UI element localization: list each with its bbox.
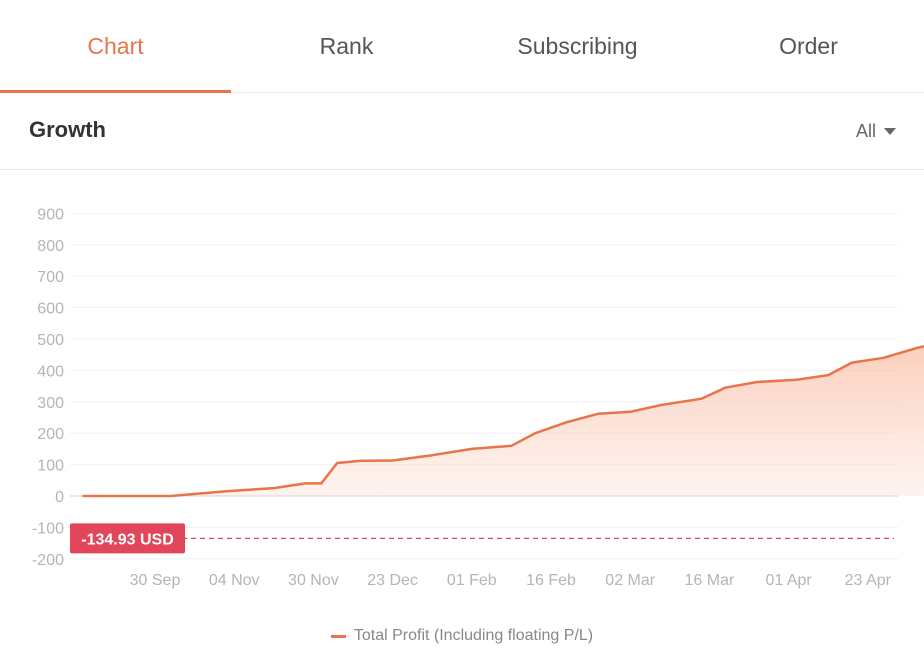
x-tick-label: 16 Feb xyxy=(526,572,576,589)
y-tick-label: -100 xyxy=(32,520,64,537)
x-tick-label: 16 Mar xyxy=(685,572,735,589)
series-area xyxy=(83,346,924,496)
x-tick-label: 23 Apr xyxy=(845,572,892,589)
y-tick-label: 100 xyxy=(37,458,64,475)
y-tick-label: -200 xyxy=(32,552,64,569)
tab-rank[interactable]: Rank xyxy=(319,32,374,59)
x-tick-label: 30 Sep xyxy=(130,572,181,589)
tab-bar: Chart Rank Subscribing Order xyxy=(0,0,924,93)
y-tick-label: 600 xyxy=(37,301,64,318)
x-tick-label: 23 Dec xyxy=(367,572,418,589)
tab-chart[interactable]: Chart xyxy=(0,0,231,93)
growth-header: Growth All xyxy=(0,93,924,170)
caret-down-icon xyxy=(884,128,896,135)
legend-label: Total Profit (Including floating P/L) xyxy=(353,627,594,644)
growth-title: Growth xyxy=(29,117,106,142)
x-tick-label: 30 Nov xyxy=(288,572,339,589)
x-tick-label: 04 Nov xyxy=(209,572,260,589)
y-tick-label: 300 xyxy=(37,395,64,412)
series-line xyxy=(82,344,924,498)
y-tick-label: 500 xyxy=(37,332,64,349)
range-select-label: All xyxy=(855,121,876,141)
y-tick-label: 700 xyxy=(37,269,64,286)
x-tick-label: 02 Mar xyxy=(605,572,655,589)
y-tick-label: 200 xyxy=(37,426,64,443)
chart-legend: Total Profit (Including floating P/L) xyxy=(0,627,924,645)
x-tick-label: 01 Apr xyxy=(765,572,812,589)
y-tick-label: 400 xyxy=(37,363,64,380)
legend-swatch xyxy=(330,634,346,638)
y-tick-label: 800 xyxy=(37,238,64,255)
tab-order[interactable]: Order xyxy=(779,32,838,59)
x-tick-label: 01 Feb xyxy=(447,572,497,589)
current-value-badge xyxy=(70,523,185,554)
y-tick-label: 900 xyxy=(37,206,64,223)
y-tick-label: 0 xyxy=(55,489,64,506)
tab-subscribing[interactable]: Subscribing xyxy=(517,32,638,59)
growth-chart: 900 800 700 600 500 400 300 200 100 0 -100 -200 30 S… xyxy=(32,206,924,589)
current-value-label: -134.93 USD xyxy=(81,531,174,548)
range-select[interactable]: All xyxy=(856,121,896,142)
